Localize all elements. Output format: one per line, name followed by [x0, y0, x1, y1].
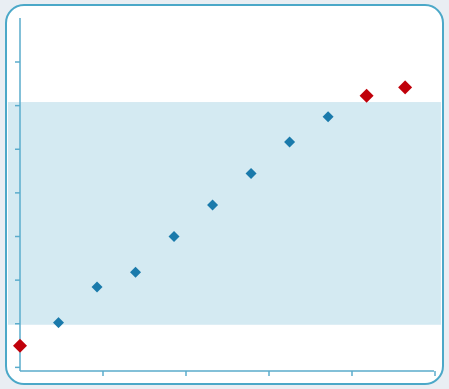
data-point — [207, 199, 219, 211]
points-layer — [13, 80, 413, 353]
data-point-outlier — [13, 338, 27, 353]
data-point — [91, 281, 103, 293]
band-layer — [8, 102, 441, 325]
data-point — [245, 167, 257, 179]
data-point-outlier — [359, 88, 374, 103]
data-point — [168, 231, 180, 243]
data-point — [53, 317, 65, 329]
data-point — [130, 266, 142, 278]
reference-band — [8, 102, 441, 325]
data-point-outlier — [398, 80, 413, 95]
axis-layer — [15, 18, 436, 376]
data-point — [284, 136, 296, 148]
data-point — [322, 111, 334, 123]
